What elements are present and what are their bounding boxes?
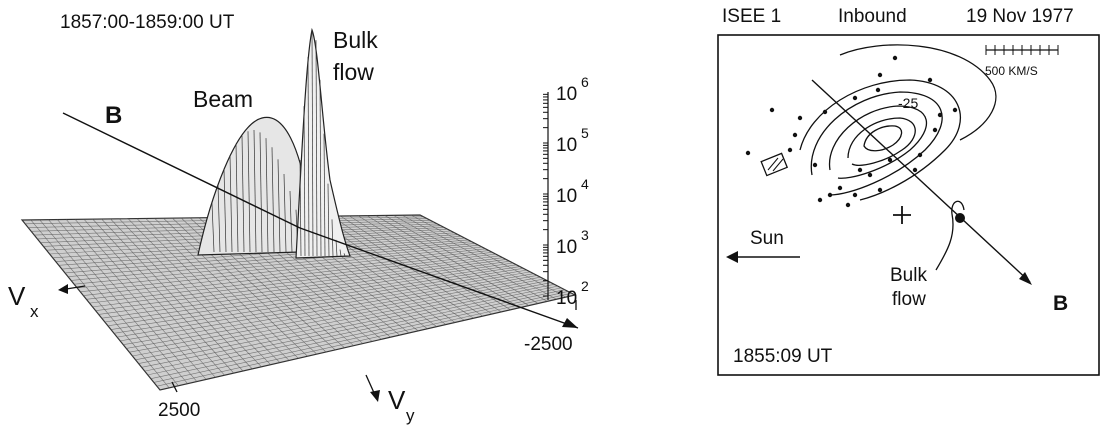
- bulk-flow-peak: [295, 27, 351, 259]
- contour-value-label: -25: [898, 95, 918, 111]
- svg-text:10: 10: [556, 288, 577, 309]
- sun-arrow: [726, 251, 800, 263]
- z-tick-1e5: 10 5: [556, 125, 589, 156]
- bulk-flow-label-right: Bulk: [890, 265, 927, 286]
- b-label: B: [105, 102, 122, 129]
- b-arrow-head: [562, 318, 578, 328]
- vx-subscript: x: [30, 302, 39, 321]
- right-panel: ISEE 1 Inbound 19 Nov 1977 500 KM/S -25: [717, 6, 1100, 376]
- sun-arrow-icon: [726, 251, 738, 263]
- spacecraft-label: ISEE 1: [722, 6, 781, 27]
- time-label: 1855:09 UT: [733, 346, 833, 367]
- scattered-points: [745, 55, 958, 208]
- vy-axis: V y: [365, 374, 415, 425]
- left-panel: 1857:00-1859:00 UT Bulk flow Beam B: [8, 12, 589, 425]
- sun-label: Sun: [750, 228, 784, 249]
- b-field-line-right: [811, 79, 1032, 285]
- z-tick-1e4: 10 4: [556, 176, 589, 207]
- svg-text:6: 6: [581, 74, 589, 90]
- beam-peak: [197, 116, 309, 256]
- vx-axis: V x: [8, 281, 86, 321]
- bulk-flow-callout-line: [935, 200, 965, 271]
- bulk-flow-label: Bulk: [333, 27, 378, 53]
- svg-text:5: 5: [581, 125, 589, 141]
- b-label-right: B: [1053, 292, 1068, 315]
- contour-frame: [717, 34, 1100, 376]
- tick-vx-neg2500: -2500: [524, 334, 573, 355]
- origin-marker: [893, 206, 911, 224]
- svg-text:500 KM/S: 500 KM/S: [985, 64, 1038, 78]
- velocity-scale-bar: 500 KM/S: [985, 45, 1059, 78]
- b-field-line: [62, 112, 579, 329]
- svg-text:10: 10: [556, 84, 577, 105]
- bulk-flow-label-right-2: flow: [892, 289, 926, 310]
- svg-text:3: 3: [581, 227, 589, 243]
- vy-arrow-icon: [370, 390, 380, 402]
- svg-text:2: 2: [581, 278, 589, 294]
- time-range-label: 1857:00-1859:00 UT: [60, 12, 235, 33]
- vx-label: V: [8, 281, 26, 311]
- b-arrow-head-right: [1019, 272, 1032, 285]
- vy-subscript: y: [406, 406, 415, 425]
- svg-text:10: 10: [556, 237, 577, 258]
- bulk-flow-point: [955, 213, 965, 223]
- pass-label: Inbound: [838, 6, 907, 27]
- vy-label: V: [388, 385, 406, 415]
- z-tick-1e3: 10 3: [556, 227, 589, 258]
- svg-text:4: 4: [581, 176, 589, 192]
- hatched-marker: [760, 152, 789, 177]
- vx-arrow-icon: [58, 284, 68, 294]
- date-label: 19 Nov 1977: [966, 6, 1074, 27]
- svg-text:10: 10: [556, 135, 577, 156]
- contour-lines: [799, 44, 997, 201]
- z-tick-1e2: 10 2: [556, 278, 589, 309]
- svg-text:10: 10: [556, 186, 577, 207]
- z-tick-1e6: 10 6: [556, 74, 589, 105]
- z-scale: 10 6 10 5 10 4 10 3 10 2: [543, 74, 589, 309]
- tick-vy-2500: 2500: [158, 400, 200, 421]
- bulk-flow-label-2: flow: [333, 59, 374, 85]
- beam-label: Beam: [193, 86, 253, 112]
